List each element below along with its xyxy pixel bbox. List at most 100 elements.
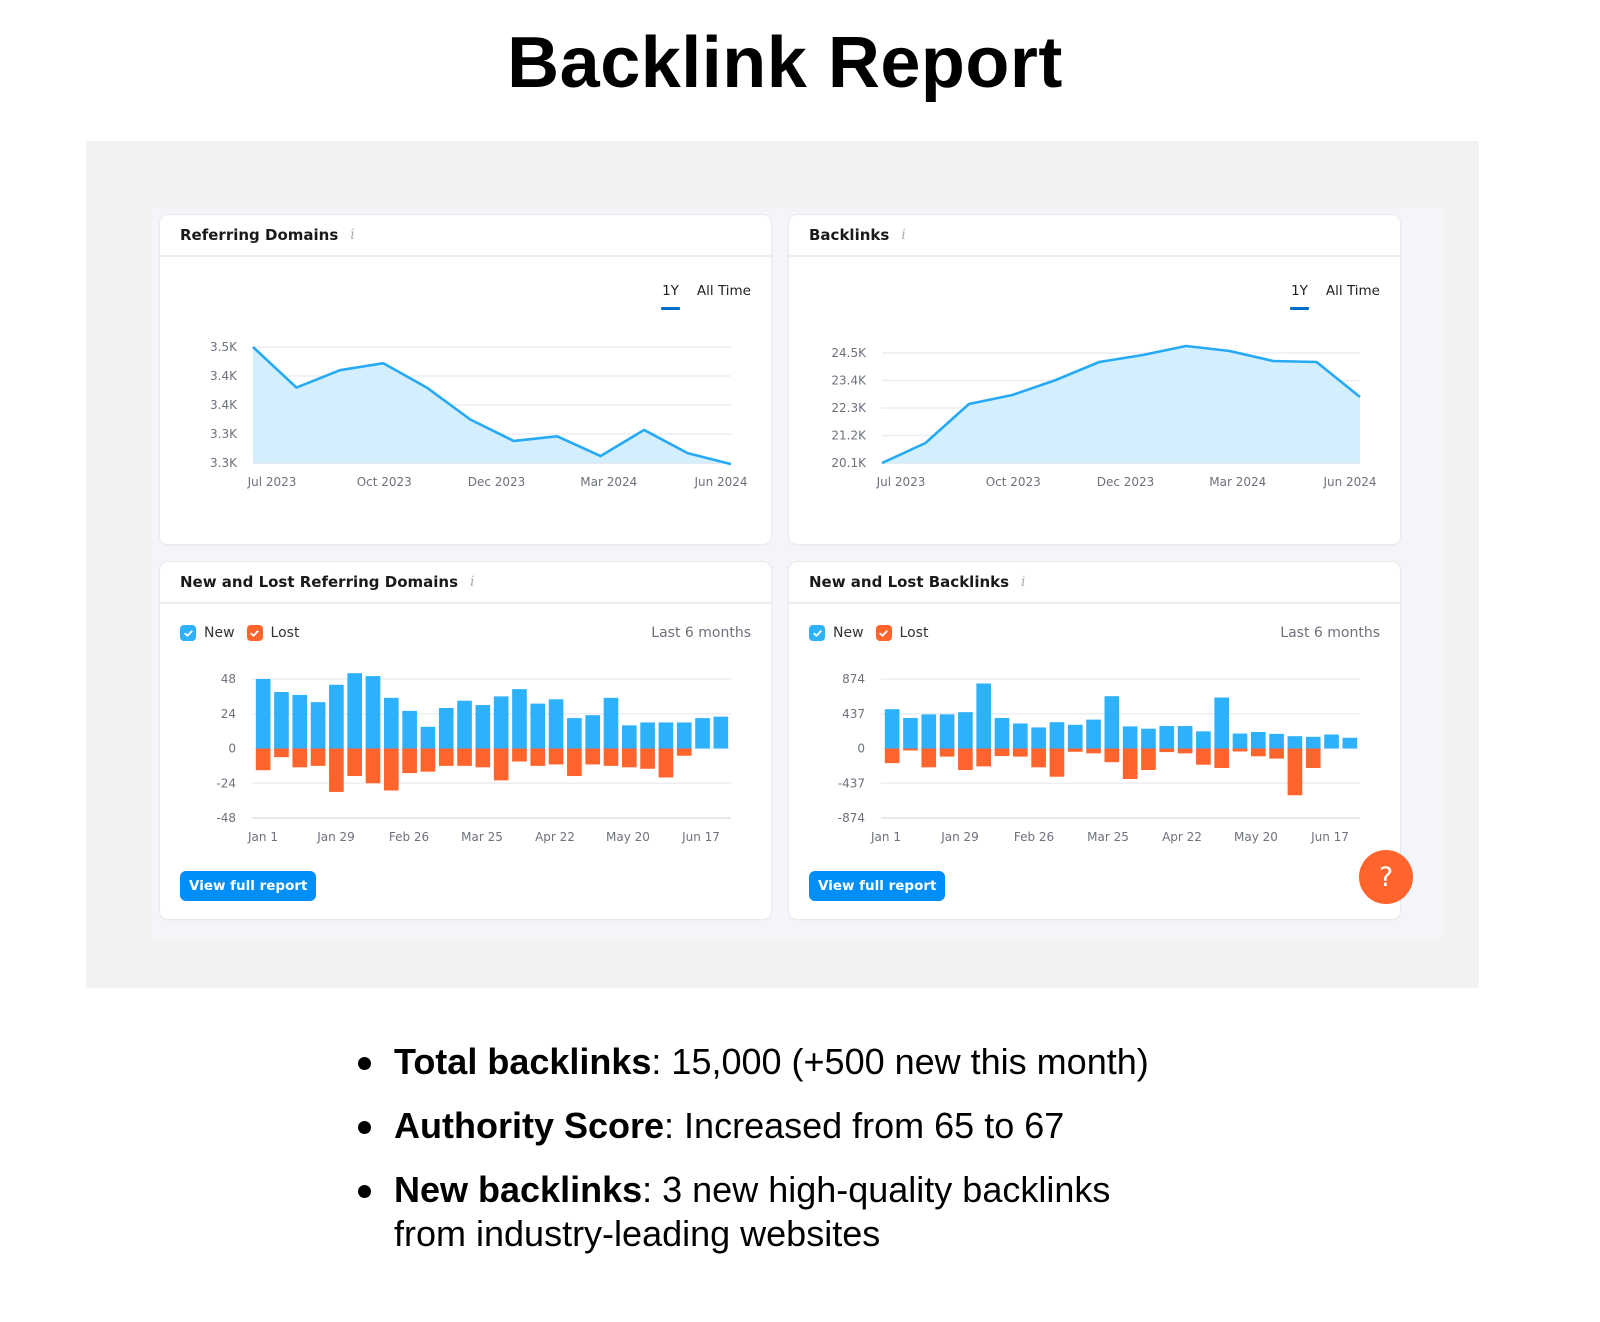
new-lost-backlinks-chart[interactable]: 874 437 0 -437 -874 Jan 1 Jan 29 Feb 26 Mar 25 Ap… <box>789 562 1400 919</box>
bar-lost <box>310 748 326 766</box>
x-axis-tick: Jun 17 <box>1310 830 1349 844</box>
legend-label: New <box>204 625 235 641</box>
bar-lost <box>274 748 289 758</box>
bar-new <box>438 707 454 749</box>
new-lost-domains-chart[interactable]: 48 24 0 -24 -48 Jan 1 Jan 29 Feb 26 Mar 25 Apr 22… <box>160 562 771 919</box>
bar-new <box>1012 723 1028 749</box>
bar-new <box>1250 731 1266 749</box>
bar-new <box>567 718 582 749</box>
bar-lost <box>548 748 564 765</box>
bar-lost <box>1104 748 1120 763</box>
bar-lost <box>1067 748 1083 752</box>
info-icon[interactable]: i <box>1021 574 1026 590</box>
bar-lost <box>420 748 436 772</box>
referring-domains-chart[interactable]: 3.5K 3.4K 3.4K 3.3K 3.3K Jul 2023 Oct 2023 Dec … <box>160 215 771 544</box>
tab-1y[interactable]: 1Y <box>1290 283 1309 310</box>
legend-label: Lost <box>899 625 929 641</box>
legend-lost-toggle[interactable]: Lost <box>875 625 929 641</box>
bar-lost <box>438 748 454 766</box>
bar-new <box>310 702 326 749</box>
y-axis-tick: 20.1K <box>831 456 867 470</box>
view-full-report-button[interactable]: View full report <box>809 871 946 901</box>
bar-lost <box>365 748 381 784</box>
bar-lost <box>329 748 344 792</box>
y-axis-tick: -48 <box>216 811 236 825</box>
bar-lost <box>640 748 655 769</box>
new-lost-backlinks-card: New and Lost Backlinks i New Lost Last 6… <box>789 562 1400 919</box>
legend-lost-toggle[interactable]: Lost <box>246 625 300 641</box>
bar-lost <box>676 748 692 756</box>
x-axis-tick: Oct 2023 <box>986 475 1041 489</box>
legend-new-toggle[interactable]: New <box>180 625 235 641</box>
tab-all-time[interactable]: All Time <box>1325 283 1380 299</box>
x-axis-tick: Jul 2023 <box>247 475 297 489</box>
bar-lost <box>1122 748 1138 780</box>
legend-label: Lost <box>270 625 300 641</box>
bar-lost <box>1232 748 1248 752</box>
summary-label: Total backlinks <box>394 1041 652 1082</box>
bar-lost <box>1086 748 1101 754</box>
bar-lost <box>530 748 546 766</box>
tab-1y[interactable]: 1Y <box>661 283 680 310</box>
y-axis-tick: 3.4K <box>210 369 238 383</box>
checkbox-checked-icon[interactable] <box>180 625 196 641</box>
date-range-label: Last 6 months <box>1280 625 1380 641</box>
help-button[interactable]: ? <box>1359 850 1413 904</box>
bar-new <box>365 676 381 749</box>
chart-legend: New Lost <box>809 625 940 641</box>
x-axis-tick: Mar 2024 <box>1209 475 1266 489</box>
legend-new-toggle[interactable]: New <box>809 625 864 641</box>
period-tabs: 1Y All Time <box>661 283 751 310</box>
bar-lost <box>1305 748 1321 768</box>
x-axis-tick: Mar 25 <box>1087 830 1129 844</box>
bar-new <box>695 718 710 749</box>
page-title: Backlink Report <box>507 23 1063 103</box>
bar-lost <box>921 748 937 768</box>
summary-item: Authority Score: Increased from 65 to 67 <box>354 1104 1254 1148</box>
x-axis-tick: Jul 2023 <box>876 475 926 489</box>
bar-lost <box>1031 748 1046 768</box>
question-mark-icon: ? <box>1378 861 1394 893</box>
tab-all-time[interactable]: All Time <box>696 283 751 299</box>
x-axis-tick: Jan 29 <box>316 830 355 844</box>
summary-item: New backlinks: 3 new high-quality backli… <box>354 1168 1134 1256</box>
bar-new <box>402 710 417 749</box>
bar-new <box>921 714 937 749</box>
y-axis-tick: 437 <box>842 707 865 721</box>
bar-lost <box>958 748 973 770</box>
x-axis-tick: Jun 2024 <box>1322 475 1376 489</box>
bar-lost <box>1141 748 1156 770</box>
bar-lost <box>402 748 417 774</box>
info-icon[interactable]: i <box>470 574 475 590</box>
bar-lost <box>1287 748 1303 796</box>
bar-lost <box>976 748 992 767</box>
bar-lost <box>621 748 637 768</box>
card-header: New and Lost Referring Domains i <box>160 562 771 604</box>
bar-lost <box>347 748 363 777</box>
new-lost-domains-card: New and Lost Referring Domains i New Los… <box>160 562 771 919</box>
bar-new <box>255 679 271 749</box>
backlinks-chart[interactable]: 24.5K 23.4K 22.3K 21.2K 20.1K Jul 2023 Oct 202… <box>789 215 1400 544</box>
bar-new <box>976 683 992 749</box>
y-axis-tick: 24.5K <box>831 346 867 360</box>
bar-new <box>1141 728 1156 749</box>
x-axis-tick: May 20 <box>1234 830 1278 844</box>
x-axis-tick: Jan 1 <box>247 830 278 844</box>
checkbox-checked-icon[interactable] <box>246 625 263 641</box>
bar-lost <box>457 748 472 766</box>
x-axis-tick: Jan 1 <box>870 830 901 844</box>
info-icon[interactable]: i <box>350 227 355 243</box>
summary-label: New backlinks <box>394 1169 643 1210</box>
series-line <box>881 344 1361 465</box>
checkbox-checked-icon[interactable] <box>809 625 825 641</box>
period-tabs: 1Y All Time <box>1290 283 1380 310</box>
info-icon[interactable]: i <box>901 227 906 243</box>
bar-lost <box>1269 748 1284 759</box>
checkbox-checked-icon[interactable] <box>875 625 892 641</box>
y-axis-tick: 3.5K <box>210 340 238 354</box>
view-full-report-button[interactable]: View full report <box>180 871 317 901</box>
date-range-label: Last 6 months <box>651 625 751 641</box>
bar-new <box>994 717 1010 749</box>
x-axis-tick: Jun 17 <box>681 830 720 844</box>
y-axis-tick: 24 <box>221 707 236 721</box>
